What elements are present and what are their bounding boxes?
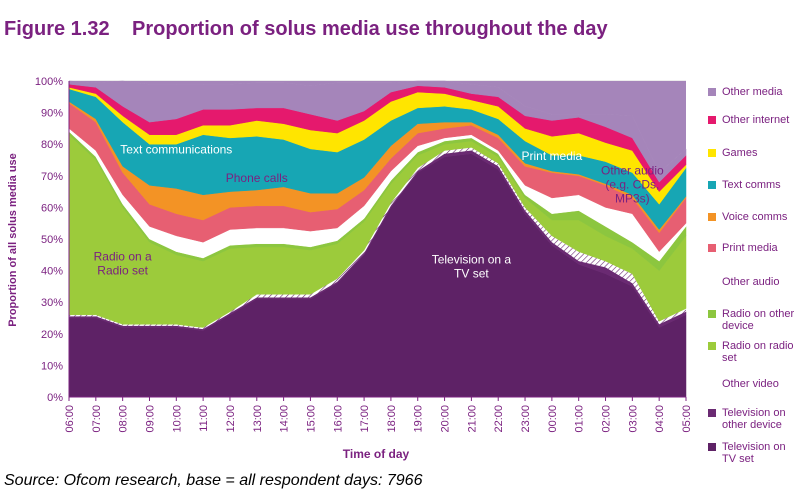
y-tick-label: 90% [41, 108, 63, 120]
y-tick-label: 40% [41, 266, 63, 278]
legend-label: Other video [722, 378, 779, 390]
y-tick-label: 20% [41, 329, 63, 341]
legend-label: Voice comms [722, 211, 788, 223]
x-tick-label: 12:00 [225, 405, 237, 433]
axes: 0% 10% 20% 30% 40% 50% 60% 70% 80% 90% 100% 06:00 07… [35, 76, 693, 433]
series-area-other-media-top [69, 81, 686, 173]
y-tick-label: 10% [41, 360, 63, 372]
legend-swatch [708, 181, 716, 189]
legend-swatch [708, 409, 716, 417]
x-axis-label: Time of day [343, 447, 410, 461]
figure-title-row: Figure 1.32 Proportion of solus media use… [4, 18, 608, 41]
area-layer [68, 80, 687, 398]
x-tick-label: 02:00 [601, 405, 613, 433]
y-tick-label: 100% [35, 76, 63, 88]
legend-label: Text comms [722, 179, 781, 191]
legend-swatch [708, 342, 716, 350]
y-tick-label: 50% [41, 234, 63, 246]
annotation-television-on-tv-set: Television on a TV set [432, 253, 512, 281]
annotation-voice-comms: Phone calls [226, 171, 288, 185]
x-tick-label: 23:00 [520, 405, 532, 433]
figure-number: Figure 1.32 [4, 18, 110, 40]
y-tick-label: 0% [47, 392, 63, 404]
x-tick-label: 17:00 [359, 405, 371, 433]
legend-label: Other media [722, 86, 783, 98]
x-tick-label: 00:00 [547, 405, 559, 433]
legend-label: Radio on other device [722, 308, 795, 332]
legend-swatch [708, 278, 716, 286]
legend-swatch [708, 443, 716, 451]
annotation-other-audio: Other audio (e.g. CDs, MP3s) [601, 163, 664, 205]
legend-label: Print media [722, 242, 778, 254]
y-tick-label: 60% [41, 202, 63, 214]
y-axis-label: Proportion of all solus media use [7, 153, 19, 327]
x-tick-label: 04:00 [654, 405, 666, 433]
x-tick-label: 01:00 [574, 405, 586, 433]
legend-swatch [708, 88, 716, 96]
legend-swatch [708, 213, 716, 221]
x-tick-label: 11:00 [198, 405, 210, 432]
legend-label: Other audio [722, 276, 780, 288]
legend-label: Television on TV set [722, 441, 786, 465]
x-tick-label: 05:00 [681, 405, 693, 433]
x-tick-label: 13:00 [252, 405, 264, 433]
x-tick-label: 10:00 [171, 405, 183, 433]
stacked-area-chart: 0% 10% 20% 30% 40% 50% 60% 70% 80% 90% 100% 06:00 07… [7, 76, 693, 461]
annotation-text-comms: Text communications [120, 143, 232, 157]
x-tick-label: 08:00 [118, 405, 130, 433]
legend-label: Other internet [722, 114, 790, 126]
x-tick-label: 15:00 [305, 405, 317, 433]
legend-swatch [708, 380, 716, 388]
figure-title: Proportion of solus media use throughout… [132, 18, 608, 40]
annotations: Text communications Phone calls Radio on a… [94, 143, 664, 281]
source-note: Source: Ofcom research, base = all respo… [4, 472, 423, 489]
y-tick-label: 30% [41, 297, 63, 309]
x-tick-label: 16:00 [332, 405, 344, 433]
x-tick-label: 22:00 [493, 405, 505, 433]
x-tick-label: 03:00 [627, 405, 639, 433]
legend-swatch [708, 244, 716, 252]
y-tick-label: 70% [41, 171, 63, 183]
annotation-radio-on-radio-set: Radio on a Radio set [94, 249, 152, 277]
x-tick-label: 18:00 [386, 405, 398, 433]
legend-label: Television on other device [722, 407, 786, 431]
x-tick-label: 06:00 [64, 405, 76, 433]
x-tick-label: 07:00 [91, 405, 103, 433]
y-tick-label: 80% [41, 139, 63, 151]
legend-label: Radio on radio set [722, 340, 794, 364]
legend-swatch [708, 310, 716, 318]
annotation-print-media: Print media [522, 149, 583, 163]
legend-label: Games [722, 147, 758, 159]
x-tick-label: 14:00 [279, 405, 291, 433]
legend-swatch [708, 116, 716, 124]
x-tick-label: 20:00 [440, 405, 452, 433]
x-tick-label: 19:00 [413, 405, 425, 433]
x-tick-label: 21:00 [466, 405, 478, 433]
x-tick-label: 09:00 [144, 405, 156, 433]
legend-swatch [708, 149, 716, 157]
